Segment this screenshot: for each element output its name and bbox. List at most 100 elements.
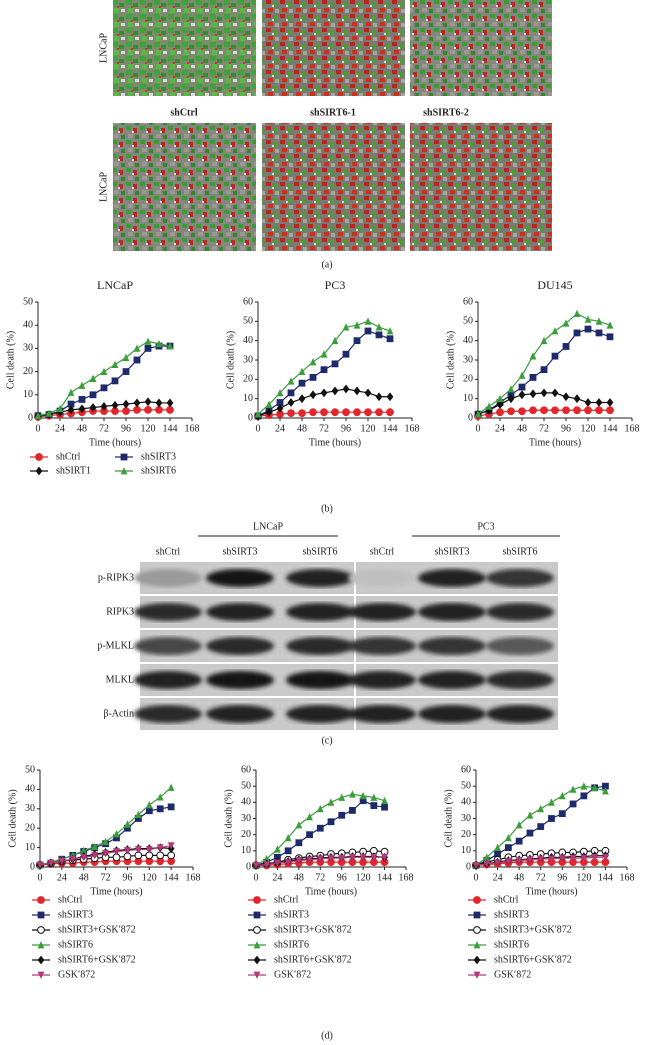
marker (529, 374, 537, 381)
marker (100, 402, 108, 411)
marker (562, 343, 570, 350)
legend-marker (37, 896, 45, 904)
x-tick-label: 120 (581, 423, 596, 434)
x-tick-label: 144 (164, 872, 179, 883)
marker (515, 857, 523, 865)
legend-marker (473, 941, 481, 949)
x-tick-label: 96 (557, 872, 567, 883)
x-tick-label: 144 (163, 423, 178, 434)
marker (122, 353, 130, 362)
x-tick-label: 96 (337, 872, 347, 883)
band (286, 637, 354, 655)
marker (342, 384, 350, 394)
x-tick-label: 24 (493, 872, 503, 883)
marker (298, 367, 306, 375)
x-axis-label: Time (hours) (90, 886, 142, 897)
marker (548, 815, 555, 822)
legend-label: shSIRT6 (494, 939, 529, 950)
marker (122, 368, 130, 375)
row-label: p-RIPK3 (98, 572, 134, 583)
marker (316, 855, 324, 863)
marker (316, 824, 324, 832)
y-tick-label: 0 (246, 861, 251, 872)
y-axis-label: Cell death (%) (445, 331, 456, 389)
marker (551, 327, 559, 335)
y-tick-label: 0 (30, 861, 35, 872)
legend-label: shSIRT1 (56, 465, 91, 476)
marker (375, 323, 383, 331)
x-tick-label: 168 (399, 872, 414, 883)
marker (309, 358, 317, 366)
legend-marker (253, 971, 261, 979)
marker (113, 830, 120, 838)
marker (111, 377, 119, 385)
marker (595, 317, 603, 325)
marker (359, 797, 367, 805)
band (348, 603, 416, 621)
marker (167, 851, 176, 860)
marker (353, 321, 361, 329)
marker (551, 352, 559, 360)
image (113, 123, 256, 251)
band (206, 637, 274, 655)
legend-label: shSIRT6 (141, 465, 176, 476)
marker (381, 853, 388, 862)
band (418, 671, 486, 689)
marker (529, 406, 537, 415)
y-tick-label: 20 (25, 822, 35, 833)
marker (89, 391, 97, 399)
marker (364, 408, 372, 417)
marker (284, 858, 292, 867)
marker (551, 406, 559, 415)
marker (287, 389, 295, 397)
band (286, 705, 354, 723)
panel-label: (b) (321, 503, 333, 514)
marker (254, 410, 262, 418)
marker (606, 398, 614, 407)
marker (569, 800, 577, 808)
marker (529, 389, 537, 399)
marker (342, 350, 350, 358)
legend-label: GSK′872 (494, 969, 531, 980)
marker (606, 333, 614, 341)
row-label: RIPK3 (106, 606, 134, 617)
y-tick-label: 30 (463, 354, 473, 365)
marker (67, 400, 75, 408)
x-tick-label: 24 (275, 423, 285, 434)
band (486, 569, 554, 587)
lane-label: shCtrl (370, 546, 395, 557)
marker (584, 406, 592, 415)
legend-marker (473, 971, 481, 979)
micrographs (113, 0, 552, 251)
marker (558, 854, 566, 863)
marker (485, 405, 493, 415)
x-tick-label: 96 (121, 423, 131, 434)
marker (284, 847, 292, 855)
marker (67, 388, 75, 396)
legend-label: shSIRT6+GSK′872 (494, 954, 572, 965)
marker (45, 409, 53, 417)
marker (276, 388, 284, 397)
marker (78, 404, 86, 414)
legend-marker (37, 955, 45, 965)
chart-title: PC3 (325, 278, 346, 292)
marker (526, 829, 534, 837)
marker (78, 396, 86, 403)
marker (89, 403, 97, 412)
legend-marker (37, 941, 45, 949)
column-label: shSIRT6-1 (310, 107, 356, 118)
band (486, 603, 554, 621)
y-tick-label: 60 (243, 296, 253, 307)
legend-label: shSIRT6+GSK′872 (58, 954, 136, 965)
marker (69, 855, 77, 864)
x-axis-label: Time (hours) (309, 437, 361, 448)
western-blot (134, 562, 558, 730)
marker (306, 831, 313, 839)
marker (496, 400, 504, 409)
marker (320, 388, 328, 398)
y-axis-label: Cell death (%) (5, 331, 16, 389)
panel-label: (d) (321, 1030, 333, 1041)
y-tick-label: 30 (243, 354, 253, 365)
marker (364, 327, 372, 335)
marker (295, 821, 303, 829)
